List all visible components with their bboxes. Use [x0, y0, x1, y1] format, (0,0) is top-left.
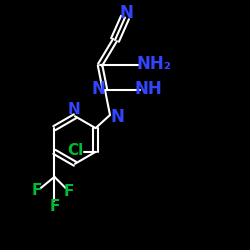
Text: F: F — [49, 199, 59, 214]
Text: NH₂: NH₂ — [136, 55, 171, 73]
Text: N: N — [68, 102, 80, 118]
Text: F: F — [32, 184, 42, 198]
Text: N: N — [119, 4, 133, 22]
Text: N: N — [110, 108, 124, 126]
Text: F: F — [64, 184, 74, 199]
Text: N: N — [91, 80, 105, 98]
Text: NH: NH — [135, 80, 163, 98]
Text: Cl: Cl — [67, 143, 84, 158]
